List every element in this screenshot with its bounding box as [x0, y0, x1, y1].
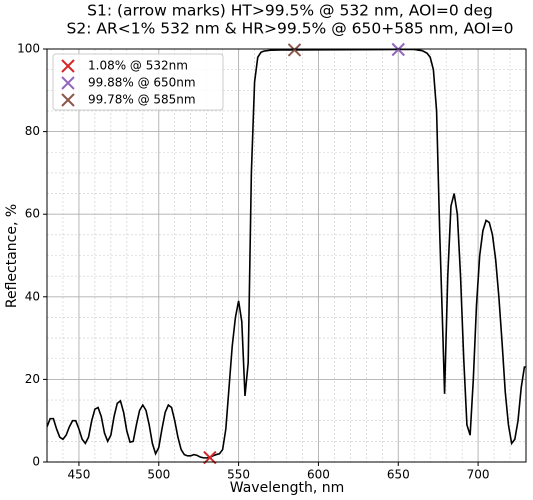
legend-box	[52, 53, 224, 111]
data-line	[47, 49, 526, 459]
y-tick-label: 60	[25, 207, 40, 221]
y-tick-label: 80	[25, 124, 40, 138]
x-tick-label: 500	[147, 468, 170, 482]
y-tick-label: 40	[25, 289, 40, 303]
chart-title: S1: (arrow marks) HT>99.5% @ 532 nm, AOI…	[87, 2, 493, 20]
legend-marker	[61, 93, 75, 107]
x-tick-label: 600	[307, 468, 330, 482]
y-tick-label: 100	[17, 42, 40, 56]
legend-marker	[61, 76, 75, 90]
x-tick-label: 700	[467, 468, 490, 482]
marker	[287, 43, 302, 57]
x-tick-label: 650	[387, 468, 410, 482]
y-tick-label: 0	[32, 455, 40, 469]
legend-label: 99.88% @ 650nm	[88, 76, 196, 90]
legend-label: 1.08% @ 532nm	[88, 59, 188, 73]
x-tick-label: 550	[227, 468, 250, 482]
axes-frame	[46, 48, 527, 463]
legend-label: 99.78% @ 585nm	[88, 93, 196, 107]
x-axis-label: Wavelength, nm	[230, 480, 344, 496]
y-tick-label: 20	[25, 372, 40, 386]
chart-subtitle: S2: AR<1% 532 nm & HR>99.5% @ 650+585 nm…	[67, 20, 514, 38]
y-axis-label: Reflectance, %	[4, 204, 20, 308]
x-tick-label: 450	[67, 468, 90, 482]
legend-marker	[61, 59, 75, 73]
